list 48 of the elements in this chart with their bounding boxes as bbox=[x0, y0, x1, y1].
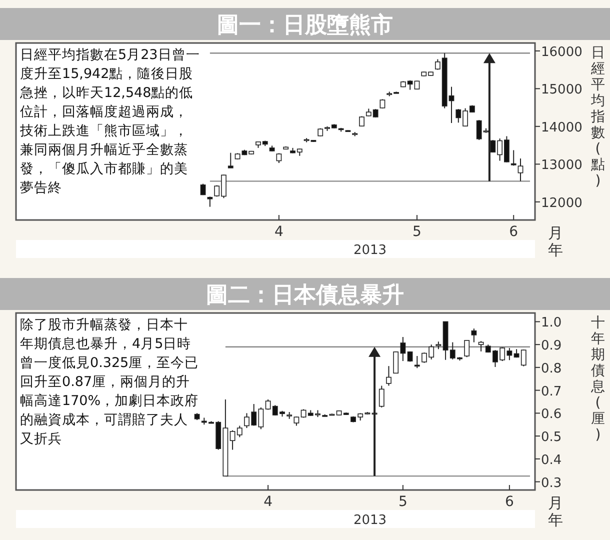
text: 年 bbox=[548, 511, 563, 529]
candlestick bbox=[228, 152, 234, 168]
candlestick bbox=[378, 385, 384, 408]
y-tick-label: 15000 bbox=[541, 82, 582, 98]
y-tick-label: 0.9 bbox=[541, 338, 562, 354]
annotation: 除了股市升幅蒸發，日本十年期債息也暴升，4月5日時曾一度低見0.325厘，至今已回升至0.87厘，兩個月的升幅高達170%，加劇日本政府的融資成本，可謂賠了夫人又折兵 bbox=[20, 316, 200, 449]
y-tick-label: 0.3 bbox=[541, 476, 562, 491]
x-tick-label: 6 bbox=[504, 494, 514, 510]
x-tick-label: 4 bbox=[264, 494, 273, 510]
x-axis-title: 2013 bbox=[353, 513, 387, 528]
candlestick bbox=[464, 339, 470, 358]
chart-title: 圖二：日本債息暴升 bbox=[206, 283, 404, 308]
x-tick-label: 4 bbox=[274, 224, 284, 240]
y-tick-label: 12000 bbox=[541, 196, 582, 211]
text: 月 bbox=[548, 224, 563, 242]
candlestick bbox=[471, 328, 477, 343]
candlestick bbox=[230, 430, 236, 450]
y-tick-label: 0.4 bbox=[541, 452, 562, 468]
y-tick-label: 0.6 bbox=[541, 407, 562, 422]
y-tick-label: 13000 bbox=[541, 158, 582, 174]
candlestick bbox=[276, 152, 282, 164]
y-axis-title: 十年期債息(厘) bbox=[590, 315, 605, 443]
text: 年 bbox=[548, 241, 563, 259]
candlestick bbox=[207, 196, 213, 208]
y-tick-label: 0.8 bbox=[541, 361, 562, 376]
candlestick bbox=[478, 340, 484, 352]
y-tick-label: 0.5 bbox=[541, 430, 562, 446]
candlestick bbox=[520, 349, 526, 367]
y-tick-label: 16000 bbox=[541, 44, 582, 60]
text: 月 bbox=[548, 494, 563, 512]
text: 日經平均指數在5月23日曾一度升至15,942點，隨後日股急挫，以昨天12,548點的低位計，回落幅度超過兩成，技術上跌進「熊市區域」，兼同兩個月升幅近乎全數蒸發，「傻瓜入市都賺」的美夢告終 bbox=[20, 46, 200, 198]
chart-title: 圖一：日股墮熊市 bbox=[217, 12, 393, 38]
candlestick bbox=[518, 158, 524, 182]
x-tick-label: 6 bbox=[509, 224, 518, 240]
candlestick bbox=[380, 98, 386, 109]
text: 日經平均指數(點) bbox=[591, 45, 605, 189]
x-tick-label: 5 bbox=[412, 224, 422, 240]
y-tick-label: 14000 bbox=[541, 120, 582, 136]
y-tick-label: 0.7 bbox=[541, 384, 562, 400]
candlestick bbox=[414, 355, 420, 369]
candlestick bbox=[236, 425, 242, 438]
candlestick bbox=[359, 116, 364, 127]
x-tick-label: 5 bbox=[398, 494, 408, 510]
y-tick-label: 1.0 bbox=[541, 316, 562, 331]
candlestick bbox=[294, 416, 300, 426]
candlestick bbox=[510, 150, 516, 166]
x-axis-title: 2013 bbox=[353, 243, 387, 258]
candlestick bbox=[386, 366, 392, 386]
